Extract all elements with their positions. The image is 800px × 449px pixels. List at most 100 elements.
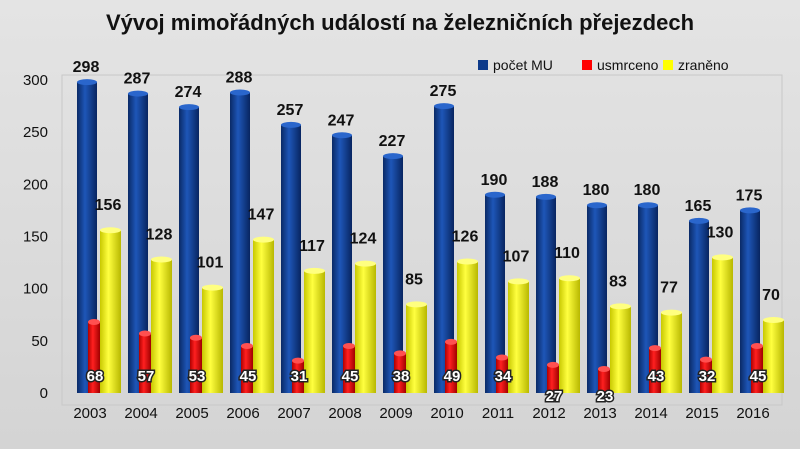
bar-cap xyxy=(536,193,556,200)
data-label-zraneno: 117 xyxy=(299,238,325,255)
data-label-usmrceno: 45 xyxy=(750,368,767,385)
bar-cap xyxy=(253,236,274,243)
bar-cap xyxy=(740,207,760,214)
bar-počet-MU-2006 xyxy=(230,92,250,394)
x-tick-label: 2004 xyxy=(124,405,157,422)
data-label-usmrceno: 57 xyxy=(138,368,155,385)
legend-label: usmrceno xyxy=(597,57,659,73)
x-tick-label: 2005 xyxy=(175,405,208,422)
y-tick-label: 50 xyxy=(31,333,48,350)
bar-počet-MU-2010 xyxy=(434,106,454,393)
legend-swatch xyxy=(478,60,488,70)
x-tick-label: 2006 xyxy=(226,405,259,422)
data-label-pocet-mu: 298 xyxy=(73,59,100,76)
x-tick-label: 2008 xyxy=(328,405,361,422)
bar-cap xyxy=(394,350,406,357)
x-tick-label: 2009 xyxy=(379,405,412,422)
bar-zraněno-2005 xyxy=(202,287,223,393)
bar-počet-MU-2004 xyxy=(128,93,148,394)
bar-zraněno-2010 xyxy=(457,261,478,393)
data-label-pocet-mu: 247 xyxy=(328,112,355,129)
bar-cap xyxy=(281,121,301,128)
bar-cap xyxy=(649,345,661,352)
bar-cap xyxy=(383,153,403,160)
x-tick-label: 2015 xyxy=(685,405,718,422)
data-label-pocet-mu: 180 xyxy=(583,182,610,199)
bar-počet-MU-2008 xyxy=(332,135,352,393)
bar-usmrceno-2006 xyxy=(241,346,253,393)
bar-usmrceno-2007 xyxy=(292,360,304,393)
data-label-zraneno: 110 xyxy=(554,245,580,262)
data-label-zraneno: 70 xyxy=(762,287,780,304)
bar-usmrceno-2012 xyxy=(547,364,559,393)
data-label-usmrceno: 31 xyxy=(291,368,308,385)
x-tick-label: 2013 xyxy=(583,405,616,422)
x-tick-label: 2003 xyxy=(73,405,106,422)
bar-počet-MU-2009 xyxy=(383,156,403,393)
chart-title: Vývoj mimořádných událostí na železniční… xyxy=(106,10,694,35)
bar-zraněno-2012 xyxy=(559,278,580,393)
bar-cap xyxy=(445,338,457,345)
y-tick-label: 250 xyxy=(23,124,48,141)
data-label-pocet-mu: 180 xyxy=(634,182,661,199)
x-tick-label: 2007 xyxy=(277,405,310,422)
data-label-usmrceno: 38 xyxy=(393,368,410,385)
bar-počet-MU-2013 xyxy=(587,205,607,393)
data-label-pocet-mu: 227 xyxy=(379,133,406,150)
bar-zraněno-2014 xyxy=(661,312,682,393)
data-label-zraneno: 130 xyxy=(707,224,734,241)
data-label-zraneno: 101 xyxy=(197,255,224,272)
bar-cap xyxy=(139,330,151,337)
bar-usmrceno-2013 xyxy=(598,369,610,393)
bar-zraněno-2011 xyxy=(508,281,529,393)
bar-počet-MU-2007 xyxy=(281,124,301,393)
data-label-usmrceno: 45 xyxy=(240,368,257,385)
bar-zraněno-2016 xyxy=(763,319,784,393)
data-label-usmrceno: 23 xyxy=(597,388,614,405)
data-label-zraneno: 124 xyxy=(350,231,377,248)
bar-cap xyxy=(700,356,712,363)
y-tick-label: 150 xyxy=(23,229,48,246)
bar-cap xyxy=(100,227,121,234)
data-label-zraneno: 107 xyxy=(503,248,530,265)
bar-cap xyxy=(406,301,427,308)
x-tick-label: 2012 xyxy=(532,405,565,422)
bar-cap xyxy=(559,275,580,282)
data-label-pocet-mu: 275 xyxy=(430,83,457,100)
y-tick-label: 100 xyxy=(23,281,48,298)
bar-počet-MU-2005 xyxy=(179,107,199,394)
bar-zraněno-2009 xyxy=(406,304,427,393)
bar-usmrceno-2015 xyxy=(700,359,712,393)
bar-usmrceno-2010 xyxy=(445,341,457,393)
data-label-zraneno: 126 xyxy=(452,229,479,246)
y-tick-label: 200 xyxy=(23,176,48,193)
legend-label: počet MU xyxy=(493,57,553,73)
bar-cap xyxy=(712,254,733,261)
legend-swatch xyxy=(582,60,592,70)
data-label-zraneno: 147 xyxy=(248,207,275,224)
data-label-pocet-mu: 257 xyxy=(277,102,304,119)
bar-usmrceno-2008 xyxy=(343,346,355,393)
bar-usmrceno-2011 xyxy=(496,357,508,393)
bar-zraněno-2013 xyxy=(610,306,631,393)
bar-usmrceno-2016 xyxy=(751,346,763,393)
bar-zraněno-2003 xyxy=(100,230,121,393)
bar-cap xyxy=(598,366,610,373)
bar-usmrceno-2014 xyxy=(649,348,661,393)
data-label-pocet-mu: 165 xyxy=(685,198,712,215)
bar-cap xyxy=(230,89,250,96)
x-tick-label: 2010 xyxy=(430,405,463,422)
data-label-pocet-mu: 287 xyxy=(124,71,151,88)
bar-cap xyxy=(190,334,202,341)
data-label-usmrceno: 53 xyxy=(189,368,206,385)
bar-cap xyxy=(241,343,253,350)
bar-cap xyxy=(547,361,559,368)
data-label-pocet-mu: 188 xyxy=(532,174,559,191)
bar-zraněno-2008 xyxy=(355,263,376,393)
x-tick-label: 2014 xyxy=(634,405,667,422)
data-label-usmrceno: 68 xyxy=(87,368,104,385)
bar-cap xyxy=(202,284,223,291)
bar-usmrceno-2009 xyxy=(394,353,406,393)
data-label-pocet-mu: 190 xyxy=(481,172,508,189)
data-label-usmrceno: 34 xyxy=(495,368,512,385)
